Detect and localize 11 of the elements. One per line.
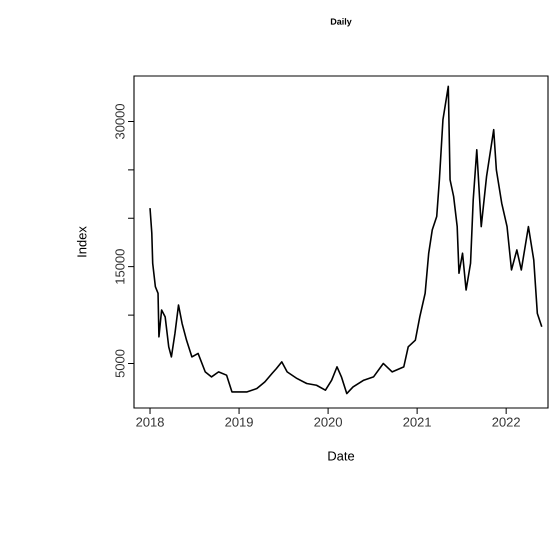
y-tick-label: 30000 — [115, 104, 125, 139]
x-tick-label: 2018 — [136, 418, 164, 427]
x-tick-label: 2019 — [225, 418, 253, 427]
x-axis-title: Date — [328, 452, 354, 461]
y-axis-title: Index — [76, 226, 86, 257]
x-tick-label: 2020 — [314, 418, 342, 427]
x-tick-label: 2021 — [403, 418, 431, 427]
x-tick-label: 2022 — [492, 418, 520, 427]
y-tick-label: 5000 — [115, 350, 125, 378]
y-tick-label: 15000 — [115, 249, 125, 284]
chart-title: Daily — [330, 18, 352, 26]
